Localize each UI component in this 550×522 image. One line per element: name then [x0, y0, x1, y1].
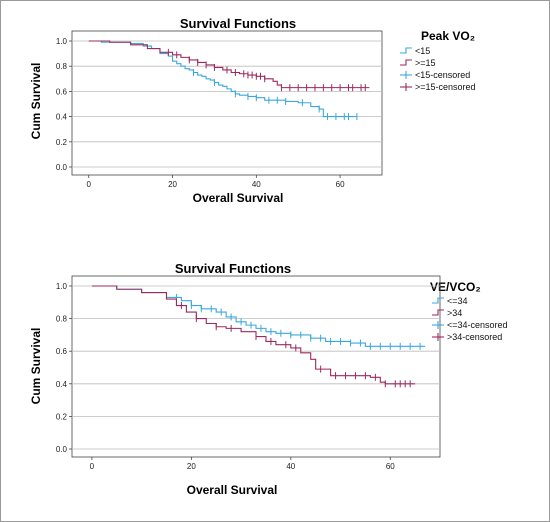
y-tick-label: 0.8	[56, 315, 68, 324]
legend-label: >34	[447, 308, 462, 318]
x-tick-label: 0	[90, 462, 95, 471]
x-tick-label: 20	[168, 180, 177, 189]
y-tick-label: 0.6	[56, 87, 68, 96]
legend-label: <=34-censored	[447, 320, 508, 330]
legend-title: Peak VO₂	[421, 29, 475, 43]
x-tick-label: 60	[336, 180, 345, 189]
legend-label: <15-censored	[415, 70, 470, 80]
y-tick-label: 0.8	[56, 62, 68, 71]
x-axis-label: Overall Survival	[187, 483, 278, 497]
legend-title: VE/VCO₂	[430, 280, 481, 294]
y-axis-label: Cum Survival	[29, 63, 43, 140]
plot-area: 0.0 0.2 0.4 0.6 0.8 1.0 0 20 40 60	[56, 30, 383, 189]
legend-swatch	[432, 297, 444, 304]
legend-label: <=34	[447, 296, 468, 306]
x-axis-label: Overall Survival	[193, 191, 284, 205]
y-tick-label: 0.0	[56, 445, 68, 454]
legend-swatch	[432, 309, 444, 316]
series-line	[91, 285, 416, 385]
y-tick-label: 0.4	[56, 380, 68, 389]
legend: <=34 >34 <=34-censored >34-censored	[432, 296, 508, 342]
y-tick-label: 0.4	[56, 113, 68, 122]
x-tick-label: 20	[187, 462, 196, 471]
chart-title: Survival Functions	[175, 261, 291, 276]
chart-title: Survival Functions	[180, 16, 296, 31]
x-tick-label: 60	[386, 462, 395, 471]
x-tick-label: 40	[286, 462, 295, 471]
plot-frame	[71, 275, 441, 458]
legend-swatch	[400, 47, 412, 54]
y-tick-label: 0.2	[56, 138, 68, 147]
legend-label: >34-censored	[447, 332, 502, 342]
series-line	[88, 40, 357, 118]
legend-swatch	[400, 59, 412, 66]
y-tick-label: 1.0	[56, 37, 68, 46]
legend-label: <15	[415, 46, 430, 56]
chart-peak-vo2: Survival Functions Peak VO₂ Cum Survival…	[29, 16, 476, 205]
legend: <15 >=15 <15-censored >=15-censored	[400, 46, 476, 92]
y-tick-label: 0.0	[56, 163, 68, 172]
y-axis-label: Cum Survival	[29, 328, 43, 405]
series-line	[91, 285, 426, 347]
series-line	[88, 40, 370, 89]
y-tick-label: 1.0	[56, 282, 68, 291]
x-tick-label: 0	[87, 180, 92, 189]
plot-area: 0.0 0.2 0.4 0.6 0.8 1.0 0 20 40 60	[56, 275, 441, 471]
legend-label: >=15	[415, 58, 436, 68]
y-tick-label: 0.2	[56, 412, 68, 421]
plot-frame	[71, 30, 383, 176]
chart-ve-vco2: Survival Functions VE/VCO₂ Cum Survival …	[29, 261, 508, 497]
legend-label: >=15-censored	[415, 82, 476, 92]
x-tick-label: 40	[252, 180, 261, 189]
y-tick-label: 0.6	[56, 347, 68, 356]
